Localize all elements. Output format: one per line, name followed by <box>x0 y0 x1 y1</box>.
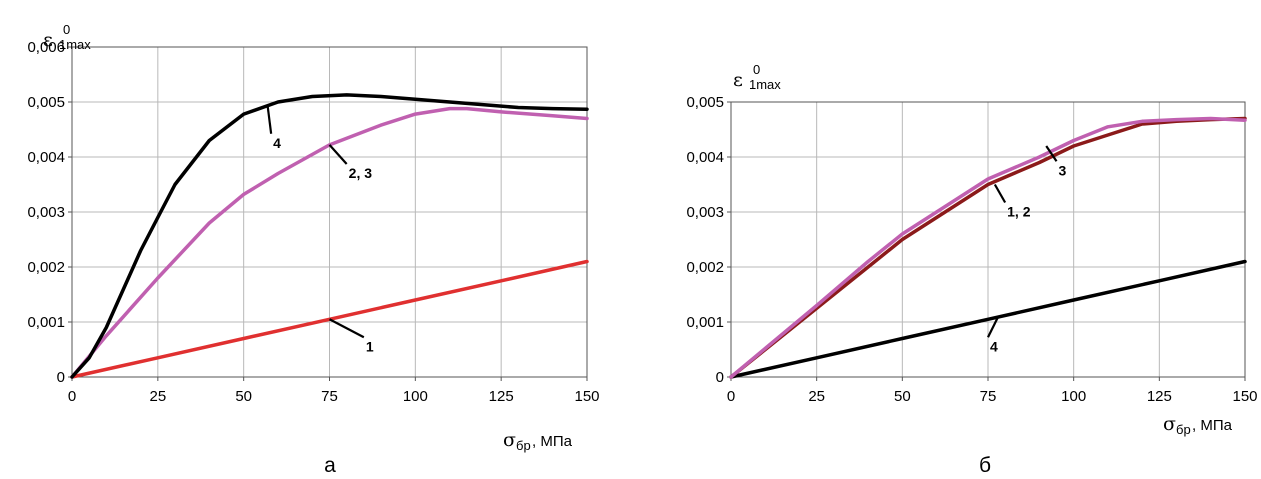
series-leader-line <box>328 318 365 339</box>
x-axis-label: σ бр, МПа <box>503 429 573 453</box>
series-label: 4 <box>273 135 281 151</box>
x-tick-label: 100 <box>403 388 428 405</box>
series-line-3 <box>729 116 1247 379</box>
y-axis-superscript: 0 <box>63 22 70 37</box>
y-tick-label: 0,006 <box>27 39 65 56</box>
y-tick-label: 0,002 <box>27 259 65 276</box>
series-label: 3 <box>1059 162 1067 178</box>
x-axis-subscript: бр <box>1176 422 1191 437</box>
x-tick-label: 125 <box>489 388 514 405</box>
y-tick-label: 0,005 <box>686 94 724 111</box>
x-tick-label: 25 <box>808 388 825 405</box>
series-label: 2, 3 <box>349 165 373 181</box>
series-line-1 <box>729 259 1247 379</box>
x-axis-label: σ бр, МПа <box>1163 413 1233 437</box>
y-axis-subscript: 1max <box>59 37 91 52</box>
series-line-3 <box>70 93 589 379</box>
series-leader-line <box>1045 145 1058 162</box>
chart-panel-b: 0 25 50 75 100 125 150 0 0,001 0,002 0,003 0,004 0,0… <box>686 62 1257 477</box>
series-label: 4 <box>990 338 998 354</box>
series-leader-line <box>993 183 1007 204</box>
panel-caption: б <box>979 454 991 477</box>
chart-panel-a: 0 25 50 75 100 125 150 0 0,001 0,002 0,003 0,004 0,0… <box>27 22 599 477</box>
y-tick-label: 0,004 <box>686 149 724 166</box>
y-tick-label: 0,003 <box>27 204 65 221</box>
series-line-2 <box>729 116 1247 379</box>
y-tick-label: 0,003 <box>686 204 724 221</box>
x-axis-unit: , МПа <box>1192 417 1233 434</box>
series-leader-line <box>328 144 348 165</box>
series-line-2 <box>70 106 589 379</box>
y-tick-label: 0,005 <box>27 94 65 111</box>
x-axis-symbol: σ <box>503 429 516 451</box>
y-tick-label: 0,002 <box>686 259 724 276</box>
x-tick-label: 75 <box>321 388 338 405</box>
y-tick-label: 0,001 <box>27 314 65 331</box>
x-tick-label: 50 <box>894 388 911 405</box>
y-tick-label: 0 <box>716 369 724 386</box>
y-axis-superscript: 0 <box>753 62 760 77</box>
x-tick-label: 150 <box>574 388 599 405</box>
x-axis-symbol: σ <box>1163 413 1176 435</box>
y-axis-subscript: 1max <box>749 77 781 92</box>
x-axis-unit: , МПа <box>532 433 573 450</box>
series-label: 1, 2 <box>1007 204 1031 220</box>
y-tick-label: 0,004 <box>27 149 65 166</box>
y-axis-symbol: ε <box>43 29 53 51</box>
y-tick-label: 0 <box>57 369 65 386</box>
x-tick-label: 150 <box>1232 388 1257 405</box>
panel-caption: а <box>324 454 336 477</box>
series-leader-line <box>987 316 1000 338</box>
x-axis-subscript: бр <box>516 438 531 453</box>
series-label: 1 <box>366 338 374 354</box>
x-tick-label: 25 <box>149 388 166 405</box>
x-tick-label: 100 <box>1061 388 1086 405</box>
series-leader-line <box>266 106 273 134</box>
x-tick-label: 125 <box>1147 388 1172 405</box>
y-axis-symbol: ε <box>733 69 743 91</box>
x-tick-label: 0 <box>68 388 76 405</box>
x-tick-label: 0 <box>727 388 735 405</box>
x-tick-label: 50 <box>235 388 252 405</box>
y-tick-label: 0,001 <box>686 314 724 331</box>
x-tick-label: 75 <box>980 388 997 405</box>
